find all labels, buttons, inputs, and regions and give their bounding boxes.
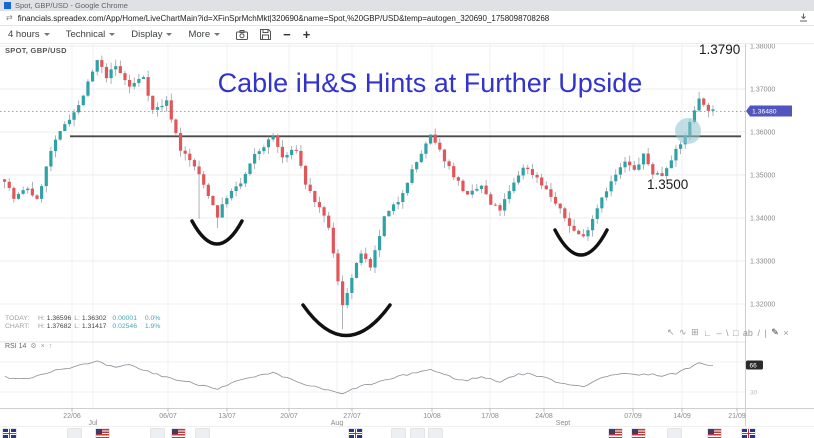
window-title: Spot, GBP/USD - Google Chrome [15,1,128,10]
grid-icon[interactable]: ⊞ [691,327,699,337]
svg-text:1.36480: 1.36480 [752,109,777,116]
placeholder-flag-box[interactable] [151,429,164,438]
drawing-toolbar: ↖ ∿ ⊞ ∟ – \ □ ab / | ✎ × [667,327,789,338]
horizontal-line-icon[interactable]: – [716,327,722,338]
svg-text:Jul: Jul [89,420,98,427]
svg-text:07/09: 07/09 [624,413,642,420]
flag-uk-icon[interactable] [3,429,16,438]
separator: | [764,327,767,338]
flag-uk-icon[interactable] [349,429,362,438]
flag-uk-icon[interactable] [742,429,755,438]
zoom-in-button[interactable]: + [302,27,311,42]
svg-text:30: 30 [750,389,758,396]
placeholder-flag-box[interactable] [392,429,405,438]
svg-text:1.34000: 1.34000 [750,216,775,223]
polyline-icon[interactable]: ∿ [679,327,687,337]
svg-text:66: 66 [750,362,758,369]
ray-icon[interactable]: / [757,327,760,338]
gear-icon[interactable]: ⚙ [30,343,37,350]
flag-us-icon[interactable] [632,429,645,438]
svg-text:1.38000: 1.38000 [750,44,775,51]
close-tool-icon[interactable]: × [783,327,789,338]
annotation-support-price: 1.3500 [647,177,689,192]
symbol-label: SPOT, GBP/USD [5,46,67,55]
zoom-out-button[interactable]: − [283,27,291,42]
flag-us-icon[interactable] [172,429,185,438]
chevron-down-icon [43,33,50,36]
svg-text:22/06: 22/06 [63,413,81,420]
ohlc-legend: TODAY: H: 1.36596 L: 1.36302 0.00001 0.0% C… [5,315,160,331]
svg-text:27/07: 27/07 [343,413,361,420]
rsi-label: RSI 14 [5,343,27,350]
angle-icon[interactable]: ∟ [703,327,712,338]
chevron-down-icon [109,33,116,36]
svg-text:10/08: 10/08 [423,413,441,420]
cursor-icon[interactable]: ↖ [667,327,675,337]
text-tool-icon[interactable]: ab [742,327,753,338]
placeholder-flag-box[interactable] [196,429,209,438]
flag-us-icon[interactable] [96,429,109,438]
svg-text:13/07: 13/07 [218,413,236,420]
annotation-headline: Cable iH&S Hints at Further Upside [217,68,643,98]
placeholder-flag-box[interactable] [429,429,442,438]
svg-text:20/07: 20/07 [280,413,298,420]
placeholder-flag-box[interactable] [68,429,81,438]
svg-text:14/09: 14/09 [673,413,691,420]
rectangle-icon[interactable]: □ [732,327,739,338]
svg-text:1.35000: 1.35000 [750,173,775,180]
timeframe-menu[interactable]: 4 hours [8,29,50,40]
download-icon[interactable] [799,9,808,27]
annotation-target-price: 1.3790 [699,42,741,57]
legend-chart-row: CHART: H: 1.37682 L: 1.31417 0.02546 1.9% [5,323,161,330]
svg-text:17/08: 17/08 [481,413,499,420]
svg-text:1.32000: 1.32000 [750,302,775,309]
svg-text:21/09: 21/09 [728,413,746,420]
svg-text:Sept: Sept [556,420,570,427]
swap-arrows-icon[interactable]: ⇄ [6,13,13,22]
close-icon[interactable]: × [40,343,45,350]
svg-text:1.37000: 1.37000 [750,87,775,94]
arrow-up-icon[interactable]: ↑ [48,343,53,350]
chart-canvas[interactable]: 1.38000 1.37000 1.36000 1.35000 1.34000 1.330… [0,44,814,438]
svg-text:1.36000: 1.36000 [750,130,775,137]
snapshot-camera-icon[interactable] [236,29,249,40]
svg-text:1.33000: 1.33000 [750,259,775,266]
pencil-icon[interactable]: ✎ [771,327,779,337]
display-menu[interactable]: Display [131,29,173,40]
url-text[interactable]: financials.spreadex.com/App/Home/LiveCha… [17,13,550,23]
chevron-down-icon [214,33,221,36]
chevron-down-icon [166,33,173,36]
technical-menu[interactable]: Technical [66,29,116,40]
window-titlebar: Spot, GBP/USD - Google Chrome [0,0,814,11]
placeholder-flag-box[interactable] [411,429,424,438]
save-icon[interactable] [260,29,272,40]
legend-today-row: TODAY: H: 1.36596 L: 1.36302 0.00001 0.0% [5,315,161,322]
flag-us-icon[interactable] [708,429,721,438]
flag-us-icon[interactable] [609,429,622,438]
svg-text:24/08: 24/08 [535,413,553,420]
svg-text:06/07: 06/07 [159,413,177,420]
placeholder-flag-box[interactable] [668,429,681,438]
rsi-indicator-header: RSI 14 ⚙ × ↑ [5,343,52,350]
url-bar[interactable]: ⇄ financials.spreadex.com/App/Home/LiveC… [0,11,814,26]
chart-toolbar: 4 hours Technical Display More − + [0,26,814,44]
instrument-flags-strip [0,426,814,438]
svg-text:Aug: Aug [331,420,344,427]
more-menu[interactable]: More [188,29,221,40]
trendline-icon[interactable]: \ [725,327,729,338]
app-favicon-icon [4,2,11,9]
